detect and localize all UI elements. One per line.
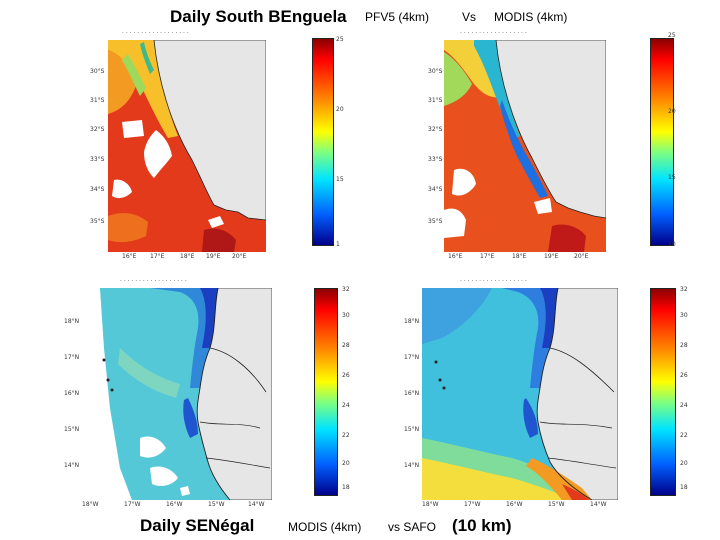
lat-tick: 30°S bbox=[428, 68, 443, 75]
colorbar-tick: 25 bbox=[668, 32, 676, 39]
lat-tick: 18°N bbox=[404, 318, 420, 325]
colorbar bbox=[650, 38, 674, 246]
footer-modis: MODIS (4km) bbox=[288, 520, 362, 534]
lon-tick: 17°W bbox=[464, 501, 481, 508]
lon-tick: 15°W bbox=[208, 501, 225, 508]
lon-tick: 14°W bbox=[248, 501, 265, 508]
colorbar-tick: 15 bbox=[336, 176, 344, 183]
sst-map-senegal-safo bbox=[422, 288, 618, 500]
lat-tick: 32°S bbox=[90, 126, 105, 133]
header-vs: Vs bbox=[462, 10, 477, 24]
colorbar-tick: 32 bbox=[680, 286, 688, 293]
sst-map-senegal-modis bbox=[80, 288, 272, 500]
colorbar-tick: 22 bbox=[342, 432, 350, 439]
lat-tick: 33°S bbox=[90, 156, 105, 163]
lat-tick: 14°N bbox=[404, 462, 420, 469]
sst-map-south-benguela-modis bbox=[444, 40, 606, 252]
sst-map-south-benguela-pfv5 bbox=[108, 40, 266, 252]
colorbar-tick: 20 bbox=[680, 460, 688, 467]
panel-top-left: · · · · · · · · · · · · · · · · · · 30°S… bbox=[82, 30, 344, 262]
lat-tick: 15°N bbox=[64, 426, 80, 433]
colorbar-tick: 18 bbox=[342, 484, 350, 491]
colorbar bbox=[314, 288, 338, 496]
lat-tick: 35°S bbox=[90, 218, 105, 225]
lat-tick: 35°S bbox=[428, 218, 443, 225]
colorbar-tick: 26 bbox=[680, 372, 688, 379]
lon-tick: 18°W bbox=[422, 501, 439, 508]
lat-tick: 32°S bbox=[428, 126, 443, 133]
lon-tick: 16°W bbox=[506, 501, 523, 508]
panel-title: · · · · · · · · · · · · · · · · · · bbox=[122, 30, 189, 37]
lon-tick: 17°E bbox=[480, 253, 495, 260]
colorbar-tick: 30 bbox=[680, 312, 688, 319]
lon-tick: 16°E bbox=[448, 253, 463, 260]
lat-tick: 16°N bbox=[64, 390, 80, 397]
colorbar bbox=[650, 288, 676, 496]
panel-top-right: · · · · · · · · · · · · · · · · · · 30°S… bbox=[420, 30, 690, 262]
lon-tick: 18°E bbox=[512, 253, 527, 260]
lat-tick: 30°S bbox=[90, 68, 105, 75]
footer-resolution: (10 km) bbox=[452, 516, 512, 535]
colorbar-tick: 20 bbox=[342, 460, 350, 467]
colorbar-tick: 10 bbox=[668, 241, 676, 248]
lon-tick: 20°E bbox=[232, 253, 247, 260]
colorbar-tick: 20 bbox=[336, 106, 344, 113]
lat-tick: 18°N bbox=[64, 318, 80, 325]
panel-title: · · · · · · · · · · · · · · · · · · bbox=[460, 30, 527, 37]
lon-tick: 17°W bbox=[124, 501, 141, 508]
colorbar-tick: 25 bbox=[336, 36, 344, 43]
colorbar-tick: 28 bbox=[680, 342, 688, 349]
colorbar-tick: 18 bbox=[680, 484, 688, 491]
colorbar-tick: 26 bbox=[342, 372, 350, 379]
lat-tick: 17°N bbox=[404, 354, 420, 361]
lon-tick: 14°W bbox=[590, 501, 607, 508]
colorbar-tick: 32 bbox=[342, 286, 350, 293]
colorbar-tick: 22 bbox=[680, 432, 688, 439]
header-modis: MODIS (4km) bbox=[494, 10, 568, 24]
lon-tick: 18°W bbox=[82, 501, 99, 508]
colorbar-tick: 24 bbox=[342, 402, 350, 409]
lat-tick: 16°N bbox=[404, 390, 420, 397]
colorbar-tick: 1 bbox=[336, 241, 340, 248]
lon-tick: 17°E bbox=[150, 253, 165, 260]
colorbar-tick: 15 bbox=[668, 174, 676, 181]
colorbar-tick: 20 bbox=[668, 108, 676, 115]
lat-tick: 33°S bbox=[428, 156, 443, 163]
panel-bottom-left: · · · · · · · · · · · · · · · · · · 18°N… bbox=[60, 278, 360, 510]
panel-title: · · · · · · · · · · · · · · · · · · bbox=[120, 278, 187, 285]
lon-tick: 16°E bbox=[122, 253, 137, 260]
footer-vs-safo: vs SAFO bbox=[388, 520, 437, 534]
lat-tick: 34°S bbox=[90, 186, 105, 193]
colorbar-tick: 24 bbox=[680, 402, 688, 409]
footer-title: Daily SENégal bbox=[140, 516, 255, 535]
colorbar bbox=[312, 38, 334, 246]
lat-tick: 15°N bbox=[404, 426, 420, 433]
lon-tick: 15°W bbox=[548, 501, 565, 508]
lon-tick: 18°E bbox=[180, 253, 195, 260]
lat-tick: 14°N bbox=[64, 462, 80, 469]
lat-tick: 31°S bbox=[428, 97, 443, 104]
panel-title: · · · · · · · · · · · · · · · · · · bbox=[460, 278, 527, 285]
panel-bottom-right: · · · · · · · · · · · · · · · · · · 18°N… bbox=[400, 278, 700, 510]
lon-tick: 20°E bbox=[574, 253, 589, 260]
lat-tick: 31°S bbox=[90, 97, 105, 104]
lon-tick: 19°E bbox=[206, 253, 221, 260]
header-title: Daily South BEnguela bbox=[170, 7, 347, 26]
colorbar-tick: 30 bbox=[342, 312, 350, 319]
colorbar-tick: 28 bbox=[342, 342, 350, 349]
header-pfv5: PFV5 (4km) bbox=[365, 10, 430, 24]
lon-tick: 19°E bbox=[544, 253, 559, 260]
lat-tick: 34°S bbox=[428, 186, 443, 193]
lon-tick: 16°W bbox=[166, 501, 183, 508]
lat-tick: 17°N bbox=[64, 354, 80, 361]
